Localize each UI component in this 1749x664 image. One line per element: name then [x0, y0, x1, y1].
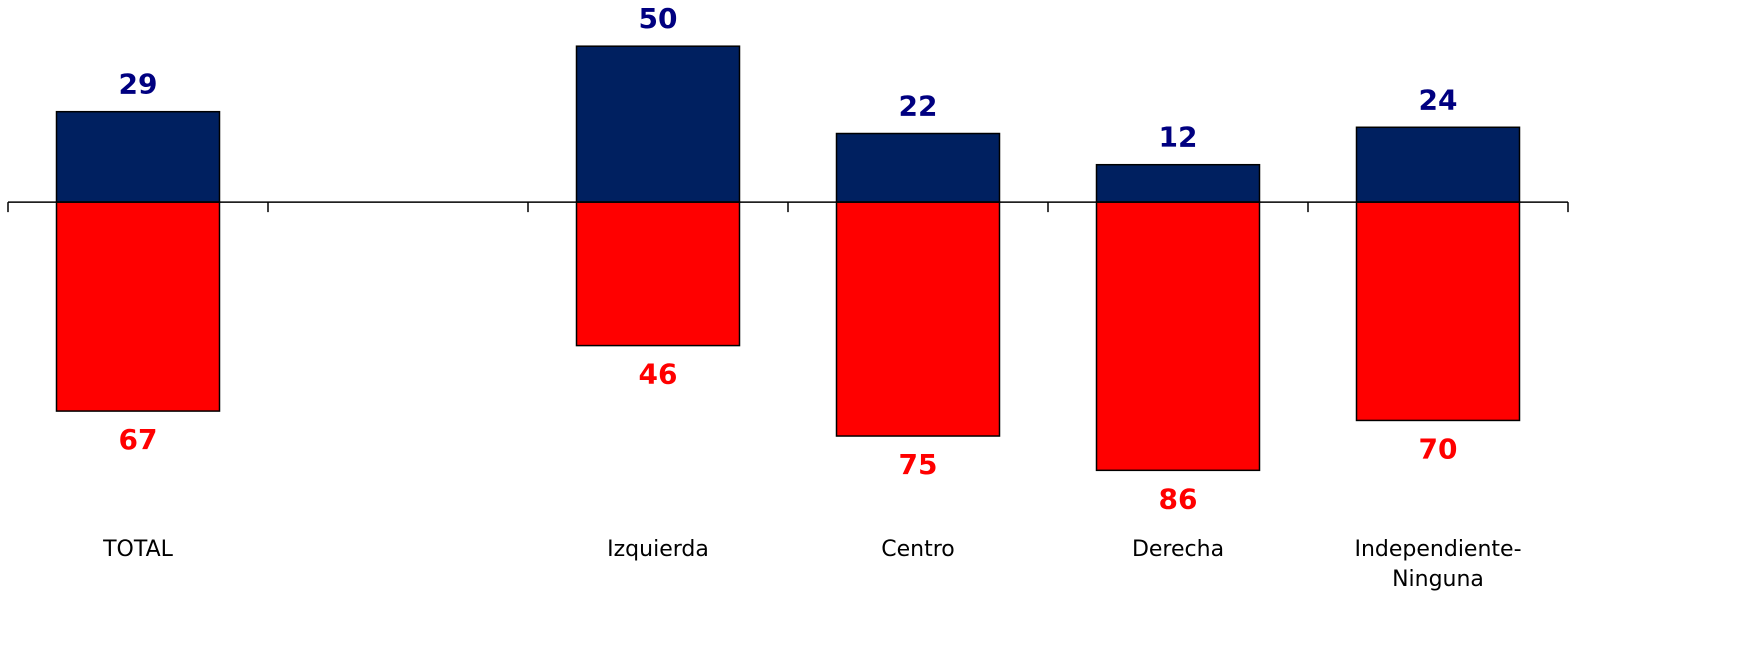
value-label: 70 [1419, 432, 1458, 465]
value-label: 50 [639, 2, 678, 35]
bar [835, 201, 1001, 437]
x-tick-label: Derecha [1131, 537, 1225, 562]
x-tick-label: TOTAL [103, 537, 173, 562]
bar [55, 201, 221, 412]
bar [1095, 201, 1261, 472]
bar [835, 132, 1001, 203]
value-label: 12 [1159, 121, 1198, 154]
value-label: 67 [119, 423, 158, 456]
value-label: 75 [899, 448, 938, 481]
x-tick-label: Independiente-Ninguna [1354, 537, 1522, 592]
bar [55, 110, 221, 203]
value-label: 46 [639, 358, 678, 391]
bar [1095, 163, 1261, 203]
value-label: 29 [119, 68, 158, 101]
value-label: 24 [1419, 83, 1458, 116]
bar [575, 201, 741, 347]
bar [575, 45, 741, 203]
bar [1355, 201, 1521, 422]
x-tick-label: Centro [881, 537, 955, 562]
bar [1355, 126, 1521, 203]
value-label: 86 [1159, 482, 1198, 515]
value-label: 22 [899, 90, 938, 123]
x-tick-label: Izquierda [607, 537, 709, 562]
